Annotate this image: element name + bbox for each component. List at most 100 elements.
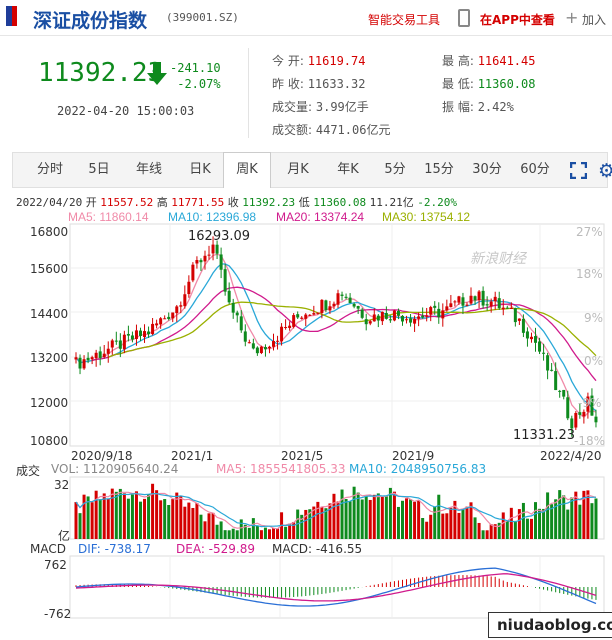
volume-bar <box>497 522 501 539</box>
candle-body <box>574 412 578 428</box>
candle-body <box>417 316 421 319</box>
candle-body <box>239 316 243 331</box>
volume-bar <box>316 501 320 539</box>
max-annotation: 16293.09 <box>188 229 251 244</box>
vol-axis-top: 32 <box>54 478 70 492</box>
tab-60min[interactable]: 60分 <box>520 162 550 177</box>
candle-body <box>461 297 465 306</box>
candle-body <box>340 294 344 296</box>
volume-bar <box>336 501 340 539</box>
volume-bar <box>405 498 409 539</box>
tab-15min[interactable]: 15分 <box>424 162 454 177</box>
price-axis-label: 14400 <box>30 307 69 321</box>
volume-bar <box>155 490 159 539</box>
page-header: 深证成份指数 (399001.SZ) 智能交易工具 在APP中查看 + 加入 <box>0 0 612 36</box>
candle-body <box>513 308 517 323</box>
tab-yearline[interactable]: 年线 <box>135 162 162 177</box>
candle-body <box>517 318 521 321</box>
tab-yearly-k[interactable]: 年K <box>337 162 359 177</box>
candle-body <box>223 269 227 292</box>
date-axis-label: 2021/1 <box>171 449 214 463</box>
volume-bar <box>469 502 473 539</box>
price-axis-label: 13200 <box>30 351 69 365</box>
volume-bar <box>481 530 485 539</box>
volume-bar <box>534 502 538 539</box>
gear-icon[interactable]: ⚙ <box>598 160 612 182</box>
tab-30min[interactable]: 30分 <box>472 162 502 177</box>
tab-daily-k[interactable]: 日K <box>189 162 211 177</box>
macd-label: MACD <box>30 542 66 556</box>
candle-body <box>98 351 102 358</box>
volume-bar <box>461 509 465 539</box>
volume-bar <box>566 509 570 539</box>
add-watchlist-button[interactable]: 加入 <box>582 13 607 27</box>
volume-bar <box>130 494 134 539</box>
volume-bar <box>364 495 368 539</box>
candle-body <box>251 343 255 349</box>
volume-bar <box>288 523 292 539</box>
volume-bar <box>525 518 529 539</box>
candle-body <box>138 330 142 336</box>
smart-trade-tool-link[interactable]: 智能交易工具 <box>368 13 441 27</box>
volume-bar <box>195 503 199 539</box>
price-axis-label: 15600 <box>30 262 69 276</box>
volume-bar <box>473 517 477 539</box>
pct-axis-label: 27% <box>576 225 603 239</box>
volume-bar <box>223 530 227 539</box>
candle-body <box>372 314 376 322</box>
candle-body <box>110 340 114 348</box>
min-annotation: 11331.23 <box>513 428 576 443</box>
volume-bar <box>187 502 191 539</box>
volume-bar <box>453 500 457 539</box>
date-axis-label: 2020/9/18 <box>71 449 133 463</box>
volume-bar <box>384 496 388 539</box>
fullscreen-icon[interactable] <box>570 162 587 179</box>
candle-body <box>163 318 167 320</box>
tab-monthly-k[interactable]: 月K <box>287 162 309 177</box>
volume-bar <box>151 483 155 539</box>
candle-body <box>348 297 352 303</box>
candle-body <box>130 335 134 340</box>
candle-body <box>231 302 235 313</box>
ohlc-readout: 2022/04/20 开 11557.52 高 11771.55 收 11392… <box>16 196 458 209</box>
date-axis-label: 2021/5 <box>281 449 324 463</box>
candle-body <box>364 319 368 325</box>
candle-body <box>187 281 191 295</box>
volume-bar <box>86 496 90 539</box>
volume-bar <box>449 507 453 539</box>
volume-bar <box>219 521 223 539</box>
change-percent: -2.07% <box>177 77 221 91</box>
tab-weekly-k[interactable]: 周K <box>223 152 271 188</box>
volume-bar <box>356 492 360 539</box>
candle-body <box>211 244 215 254</box>
ma10-legend: MA10: 12396.98 <box>168 210 257 224</box>
quote-panel: 11392.23 -241.10 -2.07% 2022-04-20 15:00… <box>0 44 612 142</box>
candle-body <box>413 318 417 324</box>
volume-bar <box>255 525 259 539</box>
volume-bar <box>392 491 396 539</box>
volume-bar <box>102 493 106 539</box>
candle-body <box>400 315 404 322</box>
volume-bar <box>300 514 304 539</box>
ma30-legend: MA30: 13754.12 <box>382 210 471 224</box>
plus-icon[interactable]: + <box>565 8 579 27</box>
tab-5min[interactable]: 5分 <box>384 162 406 177</box>
volume-bar <box>441 513 445 539</box>
candle-body <box>437 308 441 318</box>
tab-5day[interactable]: 5日 <box>88 162 110 177</box>
volume-bar <box>360 499 364 539</box>
candle-body <box>529 336 533 340</box>
volume-bar <box>542 508 546 539</box>
tab-intraday[interactable]: 分时 <box>36 162 63 177</box>
volume-bar <box>163 499 167 539</box>
candle-body <box>167 316 171 319</box>
candle-body <box>183 294 187 307</box>
candle-body <box>312 313 316 315</box>
open-in-app-link[interactable]: 在APP中查看 <box>480 13 555 27</box>
candle-body <box>243 331 247 342</box>
candle-body <box>477 291 481 301</box>
candle-body <box>203 255 207 262</box>
candle-body <box>332 303 336 307</box>
volume-bar <box>143 498 147 539</box>
